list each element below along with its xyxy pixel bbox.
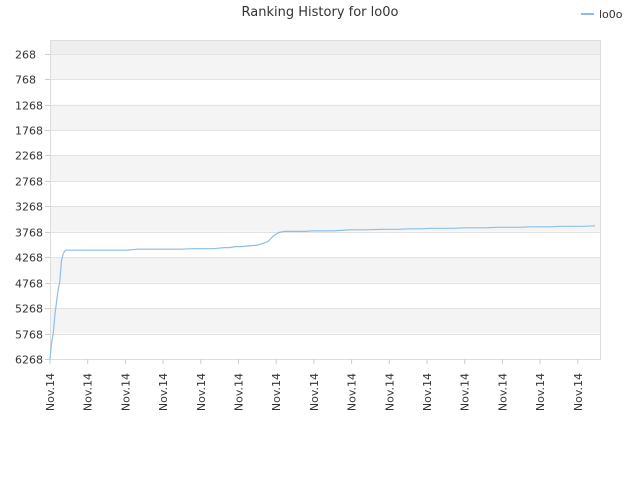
plot-band: [50, 308, 600, 334]
y-tick-label: 1268: [15, 100, 43, 113]
plot-band: [50, 155, 600, 181]
x-tick-label: Nov.14: [496, 373, 509, 411]
y-tick-label: 4268: [15, 252, 43, 265]
x-tick-label: Nov.14: [119, 373, 132, 411]
y-tick-label: 3268: [15, 201, 43, 214]
plot-band: [50, 206, 600, 232]
series-line-lo0o: [49, 225, 596, 360]
y-axis: 268 768 1268 1768 2268 2768 3268 3768 4268 4768 52…: [15, 49, 50, 367]
plot-band: [50, 40, 600, 54]
x-tick-label: Nov.14: [534, 373, 547, 411]
y-tick-label: 6268: [15, 354, 43, 367]
plot-band: [50, 53, 600, 80]
x-tick-label: Nov.14: [157, 373, 170, 411]
x-tick-label: Nov.14: [233, 373, 246, 411]
y-tick-label: 2768: [15, 176, 43, 189]
plot-band: [50, 79, 600, 105]
x-tick-label: Nov.14: [383, 373, 396, 411]
legend-label: lo0o: [599, 8, 623, 21]
x-tick-label: Nov.14: [44, 373, 57, 411]
x-tick-label: Nov.14: [82, 373, 95, 411]
y-tick-label: 5268: [15, 303, 43, 316]
x-tick-label: Nov.14: [346, 373, 359, 411]
plot-band: [50, 180, 600, 207]
plot-band: [50, 129, 600, 156]
y-tick-label: 5768: [15, 329, 43, 342]
y-tick-label: 1768: [15, 125, 43, 138]
x-tick-label: Nov.14: [459, 373, 472, 411]
plot-band: [50, 282, 600, 309]
plot-band: [50, 257, 600, 283]
x-tick-label: Nov.14: [195, 373, 208, 411]
x-tick-label: Nov.14: [270, 373, 283, 411]
plot-band: [50, 333, 600, 359]
plot-band: [50, 104, 600, 130]
y-tick-label: 4768: [15, 278, 43, 291]
legend[interactable]: lo0o: [581, 8, 623, 21]
y-tick-label: 3768: [15, 227, 43, 240]
x-tick-label: Nov.14: [572, 373, 585, 411]
y-tick-label: 2268: [15, 150, 43, 163]
x-tick-label: Nov.14: [308, 373, 321, 411]
chart-title: Ranking History for lo0o: [242, 5, 399, 20]
x-tick-label: Nov.14: [421, 373, 434, 411]
plot-bands: [50, 40, 600, 359]
y-tick-label: 268: [15, 49, 36, 62]
plot-frame: [50, 40, 601, 360]
x-axis: Nov.14 Nov.14 Nov.14 Nov.14 Nov.14 Nov.14 Nov.…: [44, 359, 585, 411]
y-tick-label: 768: [15, 74, 36, 87]
plot-band: [50, 231, 600, 258]
